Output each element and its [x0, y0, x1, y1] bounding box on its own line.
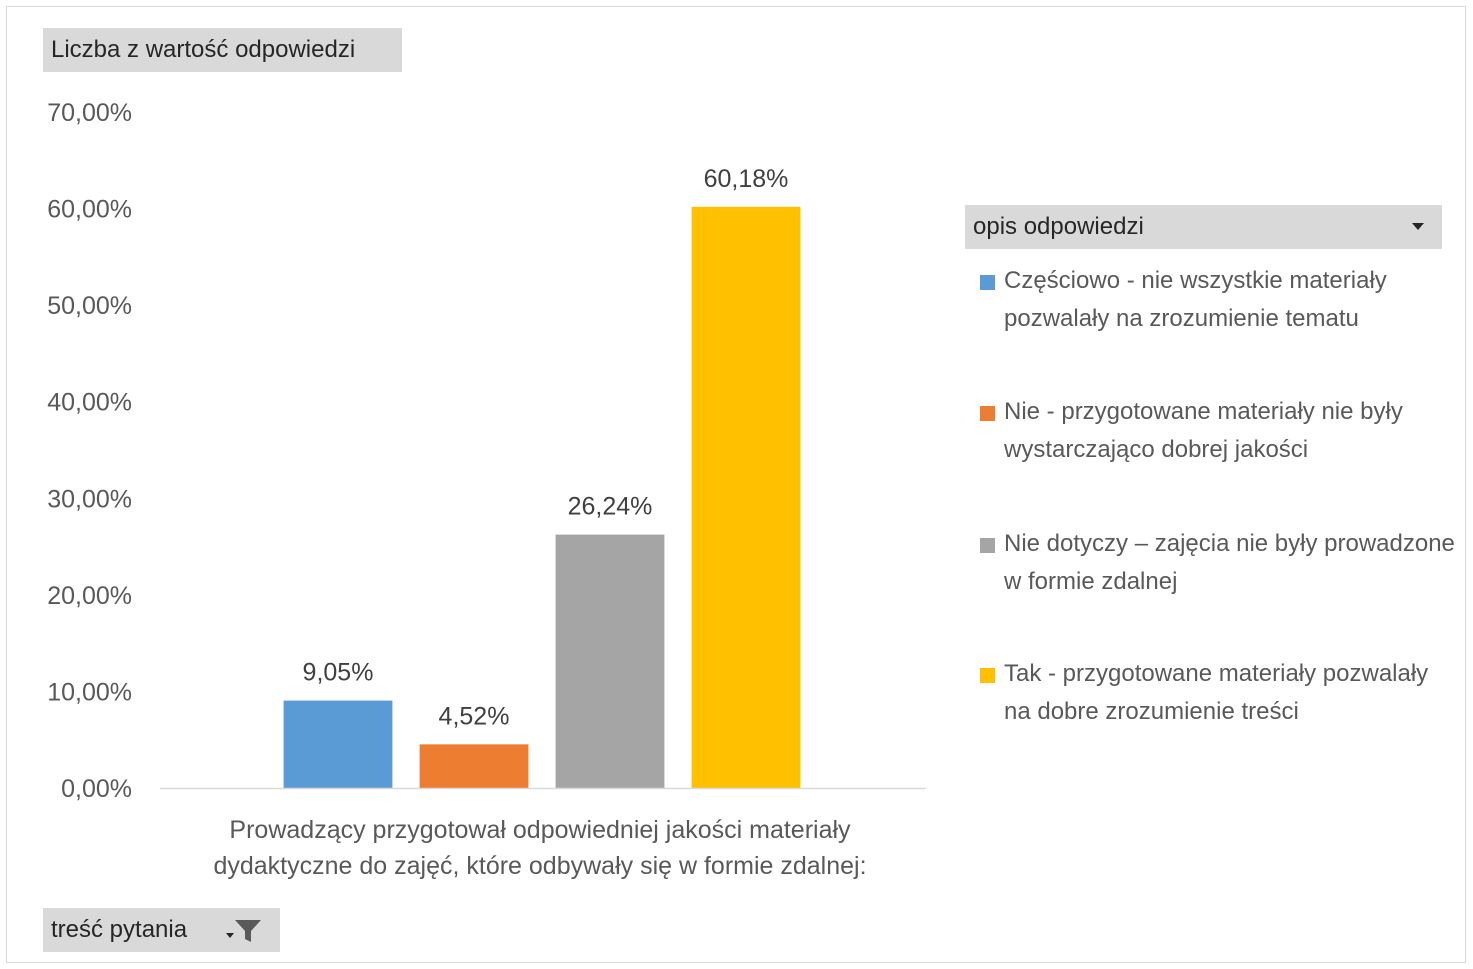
legend-swatch: [980, 406, 995, 421]
row-field-label: treść pytania: [51, 916, 188, 943]
legend-swatch: [980, 275, 995, 290]
y-tick-label: 40,00%: [47, 389, 132, 417]
legend-item[interactable]: Nie dotyczy – zajęcia nie były prowadzon…: [978, 525, 1458, 601]
chevron-down-icon[interactable]: [1412, 223, 1424, 230]
y-tick-label: 60,00%: [47, 196, 132, 224]
legend-field-button[interactable]: opis odpowiedzi: [965, 205, 1442, 249]
value-field-label: Liczba z wartość odpowiedzi: [51, 36, 356, 63]
legend-item[interactable]: Tak - przygotowane materiały pozwalały n…: [978, 655, 1458, 731]
data-label: 60,18%: [704, 165, 789, 193]
filter-dropdown-icon[interactable]: [224, 918, 264, 944]
y-tick-label: 0,00%: [61, 775, 132, 803]
row-field-button[interactable]: treść pytania: [43, 908, 280, 952]
legend-label: Tak - przygotowane materiały pozwalały n…: [1004, 660, 1429, 725]
legend-label: Częściowo - nie wszystkie materiały pozw…: [1004, 267, 1387, 332]
legend-item[interactable]: Częściowo - nie wszystkie materiały pozw…: [978, 262, 1458, 338]
y-tick-label: 10,00%: [47, 678, 132, 706]
data-label: 9,05%: [303, 659, 374, 687]
bar[interactable]: [283, 700, 393, 788]
chart-area: [6, 6, 1466, 963]
data-label: 4,52%: [439, 702, 510, 730]
y-tick-label: 30,00%: [47, 485, 132, 513]
y-tick-label: 20,00%: [47, 582, 132, 610]
legend-swatch: [980, 538, 995, 553]
bar[interactable]: [691, 206, 801, 789]
value-field-button[interactable]: Liczba z wartość odpowiedzi: [43, 28, 402, 72]
bar[interactable]: [555, 534, 665, 788]
legend-label: Nie dotyczy – zajęcia nie były prowadzon…: [1004, 530, 1455, 595]
data-label: 26,24%: [568, 493, 653, 521]
legend-field-label: opis odpowiedzi: [973, 213, 1144, 240]
y-tick-label: 50,00%: [47, 292, 132, 320]
legend-swatch: [980, 668, 995, 683]
legend-item[interactable]: Nie - przygotowane materiały nie były wy…: [978, 393, 1458, 469]
bar[interactable]: [419, 744, 529, 788]
legend-label: Nie - przygotowane materiały nie były wy…: [1004, 398, 1403, 463]
y-tick-label: 70,00%: [47, 99, 132, 127]
category-axis-label: Prowadzący przygotował odpowiedniej jako…: [213, 816, 867, 880]
